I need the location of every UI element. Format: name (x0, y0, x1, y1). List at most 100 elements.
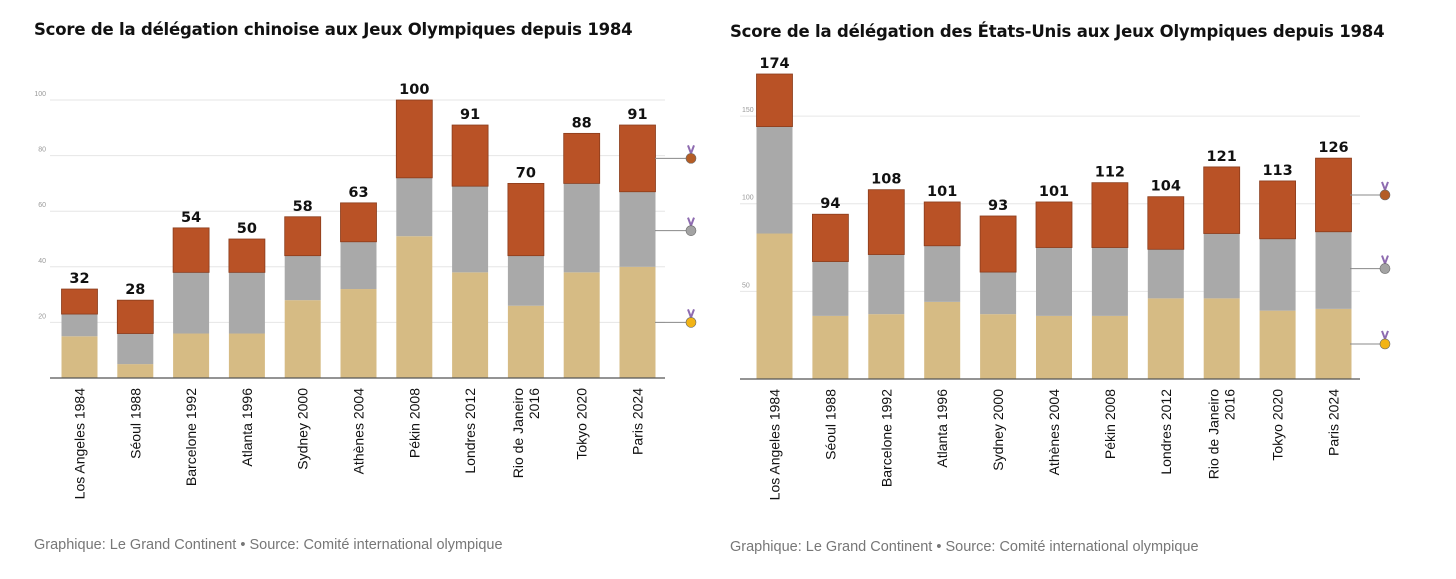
china-bar-gold-segment (507, 305, 544, 378)
china-x-tick-label-line: Athènes 2004 (351, 388, 367, 475)
usa-bar-silver-segment (868, 254, 905, 315)
china-bar-total-label: 63 (348, 185, 368, 201)
china-bar-silver-segment (396, 177, 433, 237)
usa-bar-bronze-segment (1035, 201, 1073, 248)
china-x-tick-label: Tokyo 2020 (574, 388, 590, 460)
usa-bar-bronze-segment (812, 213, 849, 262)
usa-x-tick-label: Sydney 2000 (990, 389, 1006, 471)
usa-bar-bronze-segment (1259, 180, 1296, 240)
usa-x-tick-label: Rio de Janeiro2016 (1206, 389, 1238, 479)
usa-bar-total-label: 113 (1262, 163, 1292, 179)
china-y-tick-label: 40 (38, 258, 46, 265)
china-y-tick-label: 20 (38, 313, 46, 320)
usa-medal-disc (1379, 189, 1391, 201)
china-medal-disc (685, 225, 697, 236)
china-bar-silver-segment (61, 314, 98, 337)
usa-gold-medal-icon (1379, 330, 1391, 350)
usa-x-tick-label: Los Angeles 1984 (767, 389, 783, 501)
usa-x-tick-label: Paris 2024 (1326, 389, 1342, 456)
usa-x-tick-label: Pékin 2008 (1102, 389, 1118, 459)
usa-bar-total-label: 174 (759, 56, 789, 72)
china-bar-silver-segment (173, 272, 210, 334)
usa-bar-bronze-segment (867, 189, 905, 255)
usa-bar-gold-segment (1091, 315, 1128, 379)
usa-x-tick-label-line: Sydney 2000 (990, 389, 1006, 471)
china-x-tick-label-line: Tokyo 2020 (574, 388, 590, 460)
usa-bar-total-label: 94 (820, 196, 840, 212)
china-chart-source: Graphique: Le Grand Continent • Source: … (34, 537, 503, 553)
usa-x-tick-label-line: Athènes 2004 (1046, 389, 1062, 476)
usa-bar-gold-segment (1147, 298, 1184, 379)
china-bar-bronze-segment (507, 182, 545, 257)
china-bar-gold-segment (173, 333, 210, 378)
china-medal-disc (685, 317, 697, 328)
usa-medal-ribbon (1381, 330, 1389, 342)
usa-bar-total-label: 104 (1151, 179, 1181, 195)
usa-chart-panel: Score de la délégation des États-Unis au… (730, 0, 1430, 579)
usa-bar-total-label: 121 (1207, 149, 1237, 165)
china-bar-bronze-segment (395, 99, 433, 179)
china-x-tick-label: Atlanta 1996 (239, 388, 255, 467)
usa-x-tick-label-line: 2016 (1222, 389, 1238, 420)
china-y-tick-label: 80 (38, 147, 46, 154)
china-bar-bronze-segment (340, 202, 377, 243)
usa-x-tick-label-line: Rio de Janeiro (1206, 389, 1222, 479)
usa-bar-silver-segment (1147, 249, 1184, 299)
usa-x-tick-label: Tokyo 2020 (1270, 389, 1286, 461)
china-bar-gold-segment (619, 266, 656, 378)
china-y-tick-label: 60 (38, 202, 46, 209)
china-x-tick-label: Pékin 2008 (406, 388, 422, 458)
usa-x-tick-label-line: Tokyo 2020 (1270, 389, 1286, 461)
china-bar-gold-segment (284, 300, 321, 378)
usa-bar-silver-segment (1203, 233, 1240, 299)
usa-x-tick-label: Atlanta 1996 (934, 389, 950, 468)
china-bronze-medal-icon (685, 145, 697, 164)
china-bar-total-label: 58 (293, 199, 313, 215)
china-bar-gold-segment (340, 289, 377, 378)
usa-x-tick-label-line: Atlanta 1996 (934, 389, 950, 468)
china-bar-total-label: 70 (516, 165, 536, 181)
usa-bar-gold-segment (1315, 308, 1352, 379)
china-bar-gold-segment (452, 272, 489, 378)
china-x-tick-label-line: Rio de Janeiro (510, 388, 526, 478)
china-x-tick-label-line: Pékin 2008 (406, 388, 422, 458)
china-y-tick-label: 100 (34, 91, 46, 98)
usa-bar-gold-segment (1259, 310, 1296, 379)
usa-bar-bronze-segment (923, 201, 961, 247)
china-x-tick-label: Séoul 1988 (127, 388, 143, 459)
china-chart-title: Score de la délégation chinoise aux Jeux… (34, 20, 633, 39)
usa-silver-medal-icon (1379, 255, 1391, 274)
china-bar-silver-segment (284, 255, 321, 301)
usa-bar-silver-segment (1259, 238, 1296, 311)
china-bar-gold-segment (563, 272, 600, 378)
usa-bar-total-label: 108 (871, 172, 901, 188)
usa-bar-bronze-segment (1203, 166, 1241, 234)
usa-medal-ribbon (1381, 255, 1389, 267)
china-bar-total-label: 50 (237, 221, 257, 237)
usa-y-tick-label: 50 (742, 282, 750, 289)
china-x-tick-label-line: Paris 2024 (630, 388, 646, 455)
usa-bar-bronze-segment (1315, 157, 1352, 233)
usa-bar-silver-segment (924, 245, 961, 302)
usa-y-tick-label: 150 (742, 107, 754, 114)
china-bar-bronze-segment (172, 227, 210, 273)
usa-x-tick-label: Londres 2012 (1158, 389, 1174, 475)
china-x-tick-label: Londres 2012 (462, 388, 478, 474)
china-x-tick-label: Paris 2024 (630, 388, 646, 455)
china-bar-total-label: 32 (69, 271, 89, 287)
china-x-tick-label-line: Barcelone 1992 (183, 388, 199, 486)
china-bar-silver-segment (340, 241, 377, 290)
china-x-tick-label: Sydney 2000 (295, 388, 311, 470)
china-bar-total-label: 91 (627, 107, 647, 123)
china-bar-gold-segment (228, 333, 265, 378)
china-x-tick-label-line: Atlanta 1996 (239, 388, 255, 467)
china-bar-bronze-segment (116, 299, 154, 334)
china-chart-panel: Score de la délégation chinoise aux Jeux… (0, 0, 700, 579)
china-x-tick-label-line: Sydney 2000 (295, 388, 311, 470)
china-x-tick-label-line: 2016 (526, 388, 542, 419)
usa-x-tick-label: Athènes 2004 (1046, 389, 1062, 476)
china-x-tick-label-line: Los Angeles 1984 (72, 388, 88, 500)
usa-medal-disc (1379, 338, 1391, 350)
china-bar-silver-segment (563, 183, 600, 273)
usa-stacked-bar-chart: 50 100 150 174 Los Angeles 1984 94 Séoul 1988 1… (740, 56, 1391, 501)
